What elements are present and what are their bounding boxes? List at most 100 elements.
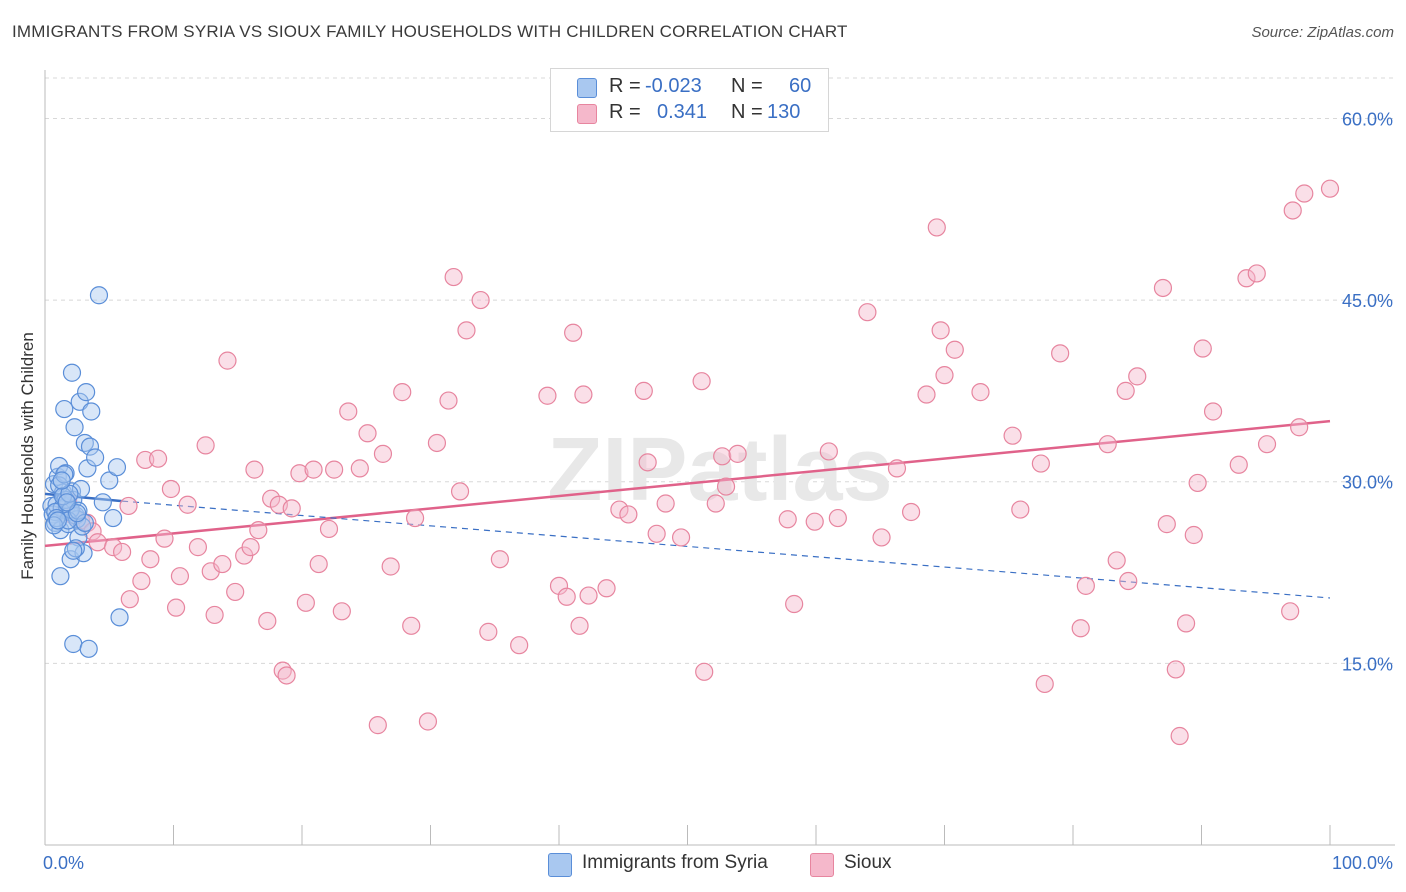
syria-point <box>64 541 83 560</box>
sioux-point <box>819 442 838 461</box>
legend-r-value-syria: -0.023 <box>645 75 702 97</box>
sioux-point <box>1188 473 1207 493</box>
sioux-swatch <box>577 104 597 124</box>
sioux-point <box>188 538 208 557</box>
sioux-point <box>828 508 847 528</box>
sioux-point <box>1051 344 1070 363</box>
sioux-point <box>439 391 458 410</box>
sioux-point <box>557 587 576 606</box>
sioux-point <box>290 464 309 483</box>
sioux-point <box>1281 602 1300 621</box>
sioux-point <box>132 571 151 591</box>
sioux-point <box>178 495 197 514</box>
sioux-point <box>1166 660 1185 679</box>
sioux-point <box>196 436 215 455</box>
syria-point <box>52 471 71 490</box>
sioux-point <box>805 512 824 531</box>
sioux-point <box>479 622 498 641</box>
sioux-point <box>570 616 589 635</box>
sioux-point <box>427 433 447 453</box>
sioux-point <box>218 351 237 370</box>
syria-point <box>82 402 101 421</box>
sioux-point <box>692 372 711 391</box>
syria-point <box>75 513 94 532</box>
sioux-point <box>213 554 232 574</box>
sioux-point <box>1184 525 1203 545</box>
sioux-point <box>402 616 421 635</box>
sioux-point <box>166 598 186 617</box>
syria-point <box>79 639 98 658</box>
sioux-point <box>706 494 725 513</box>
sioux-point <box>931 321 950 340</box>
chart-title: IMMIGRANTS FROM SYRIA VS SIOUX FAMILY HO… <box>12 22 848 41</box>
y-tick-label: 30.0% <box>1342 473 1393 493</box>
sioux-point <box>457 321 476 340</box>
sioux-point <box>785 594 804 614</box>
sioux-point <box>917 385 936 404</box>
sioux-point <box>405 508 425 528</box>
syria-point <box>86 448 105 467</box>
sioux-point <box>1290 418 1309 437</box>
legend-n-label: N = <box>731 101 763 123</box>
x-tick-label: 100.0% <box>1332 853 1393 873</box>
sioux-point <box>597 579 616 598</box>
y-tick-label: 15.0% <box>1342 654 1393 674</box>
sioux-point <box>510 636 529 655</box>
sioux-point <box>104 538 123 557</box>
sioux-point <box>1237 269 1256 288</box>
syria-point <box>80 437 100 456</box>
sioux-point <box>249 521 268 540</box>
syria-point <box>62 363 82 382</box>
sioux-point <box>339 402 358 421</box>
gridlines <box>45 77 1395 664</box>
sioux-point <box>671 528 691 547</box>
syria-point <box>77 383 96 402</box>
sioux-point <box>713 447 732 466</box>
syria-point <box>64 634 83 654</box>
tick-labels: 15.0% 30.0% 45.0% 60.0% 0.0% 100.0% <box>43 109 1393 873</box>
sioux-point <box>1157 515 1176 534</box>
sioux-point <box>927 218 946 237</box>
sioux-point <box>1257 435 1277 454</box>
sioux-point <box>638 453 657 472</box>
sioux-point <box>136 450 155 470</box>
sioux-point <box>1247 264 1266 283</box>
sioux-legend-label: Sioux <box>844 852 892 873</box>
sioux-point <box>282 499 301 518</box>
sioux-point <box>332 602 351 621</box>
sioux-point <box>1203 402 1223 421</box>
sioux-point <box>647 524 666 543</box>
sioux-point <box>277 666 296 685</box>
sioux-point <box>296 593 315 612</box>
sioux-point <box>141 550 160 569</box>
sioux-point <box>201 562 220 581</box>
sioux-point <box>1119 571 1138 591</box>
syria-point <box>57 493 76 512</box>
sioux-points <box>55 179 1340 746</box>
sioux-point <box>161 479 181 499</box>
syria-point <box>93 493 112 512</box>
sioux-point <box>858 303 877 322</box>
legend-r-value-sioux: 0.341 <box>657 101 708 123</box>
syria-point <box>70 392 89 411</box>
sioux-point <box>1011 500 1030 519</box>
sioux-point <box>88 533 107 552</box>
syria-point <box>89 286 109 305</box>
sioux-point <box>634 381 653 400</box>
sioux-point <box>1076 576 1095 595</box>
syria-trend-dashed <box>122 500 1331 599</box>
syria-point <box>110 608 129 627</box>
sioux-point <box>716 477 736 496</box>
sioux-point <box>564 323 583 342</box>
sioux-point <box>1193 339 1212 358</box>
sioux-point <box>450 482 470 501</box>
sioux-point <box>1031 454 1050 473</box>
y-axis-label: Family Households with Children <box>18 332 37 580</box>
sioux-point <box>778 510 797 529</box>
sioux-point <box>418 712 438 731</box>
sioux-point <box>393 383 412 402</box>
legend-r-label: R = <box>609 75 641 97</box>
sioux-point <box>471 290 490 310</box>
sioux-point <box>538 386 557 405</box>
